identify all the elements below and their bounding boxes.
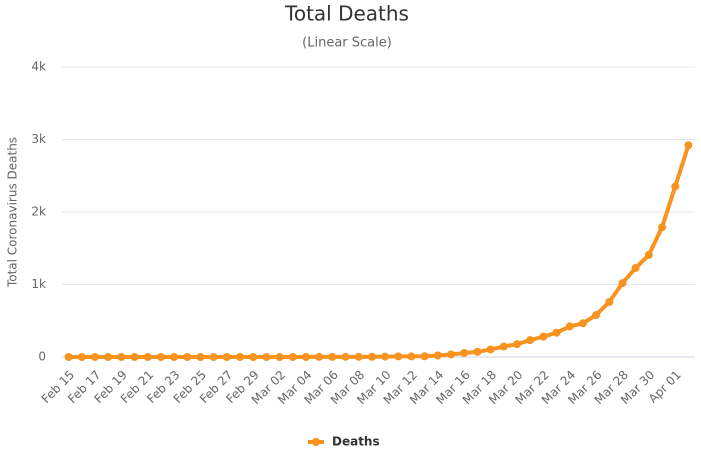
marker (552, 328, 561, 337)
marker (275, 353, 284, 361)
y-axis-title: Total Coronavirus Deaths (6, 137, 20, 288)
chart-subtitle: (Linear Scale) (302, 36, 392, 51)
marker (381, 352, 390, 361)
y-tick-label: 0 (38, 350, 46, 364)
marker (301, 353, 310, 361)
marker (486, 345, 495, 354)
marker (236, 353, 245, 361)
marker (209, 353, 218, 361)
marker (407, 352, 416, 361)
marker (447, 350, 456, 359)
marker (512, 340, 521, 349)
marker (526, 336, 535, 345)
marker (64, 353, 73, 361)
marker (684, 141, 693, 150)
marker (249, 353, 258, 361)
marker (130, 353, 139, 361)
marker (460, 349, 469, 358)
marker (433, 351, 442, 360)
marker (671, 182, 680, 191)
y-tick-label: 3k (31, 132, 46, 146)
marker (499, 342, 508, 351)
marker (578, 319, 587, 328)
marker (341, 352, 350, 361)
marker (420, 352, 429, 361)
marker (539, 332, 548, 341)
marker (262, 353, 271, 361)
chart-title: Total Deaths (284, 2, 409, 26)
marker (367, 352, 376, 361)
marker (618, 279, 627, 288)
marker (222, 353, 231, 361)
marker (170, 353, 179, 361)
legend-marker (312, 438, 320, 446)
marker (473, 347, 482, 356)
marker (183, 353, 192, 361)
marker (631, 263, 640, 272)
legend-label: Deaths (332, 435, 380, 449)
marker (288, 353, 297, 361)
marker (394, 352, 403, 361)
marker (315, 352, 324, 361)
marker (354, 352, 363, 361)
marker (328, 352, 337, 361)
y-tick-label: 2k (31, 205, 46, 219)
marker (77, 353, 86, 361)
line (68, 144, 691, 359)
marker (117, 353, 126, 361)
y-tick-label: 1k (31, 277, 46, 291)
marker (156, 353, 165, 361)
marker (644, 250, 653, 259)
marker (605, 297, 614, 306)
marker (658, 223, 667, 232)
marker (196, 353, 205, 361)
marker (143, 353, 152, 361)
marker (104, 353, 113, 361)
marker (565, 322, 574, 331)
marker (592, 311, 601, 320)
y-tick-label: 4k (31, 60, 46, 74)
marker (90, 353, 99, 361)
